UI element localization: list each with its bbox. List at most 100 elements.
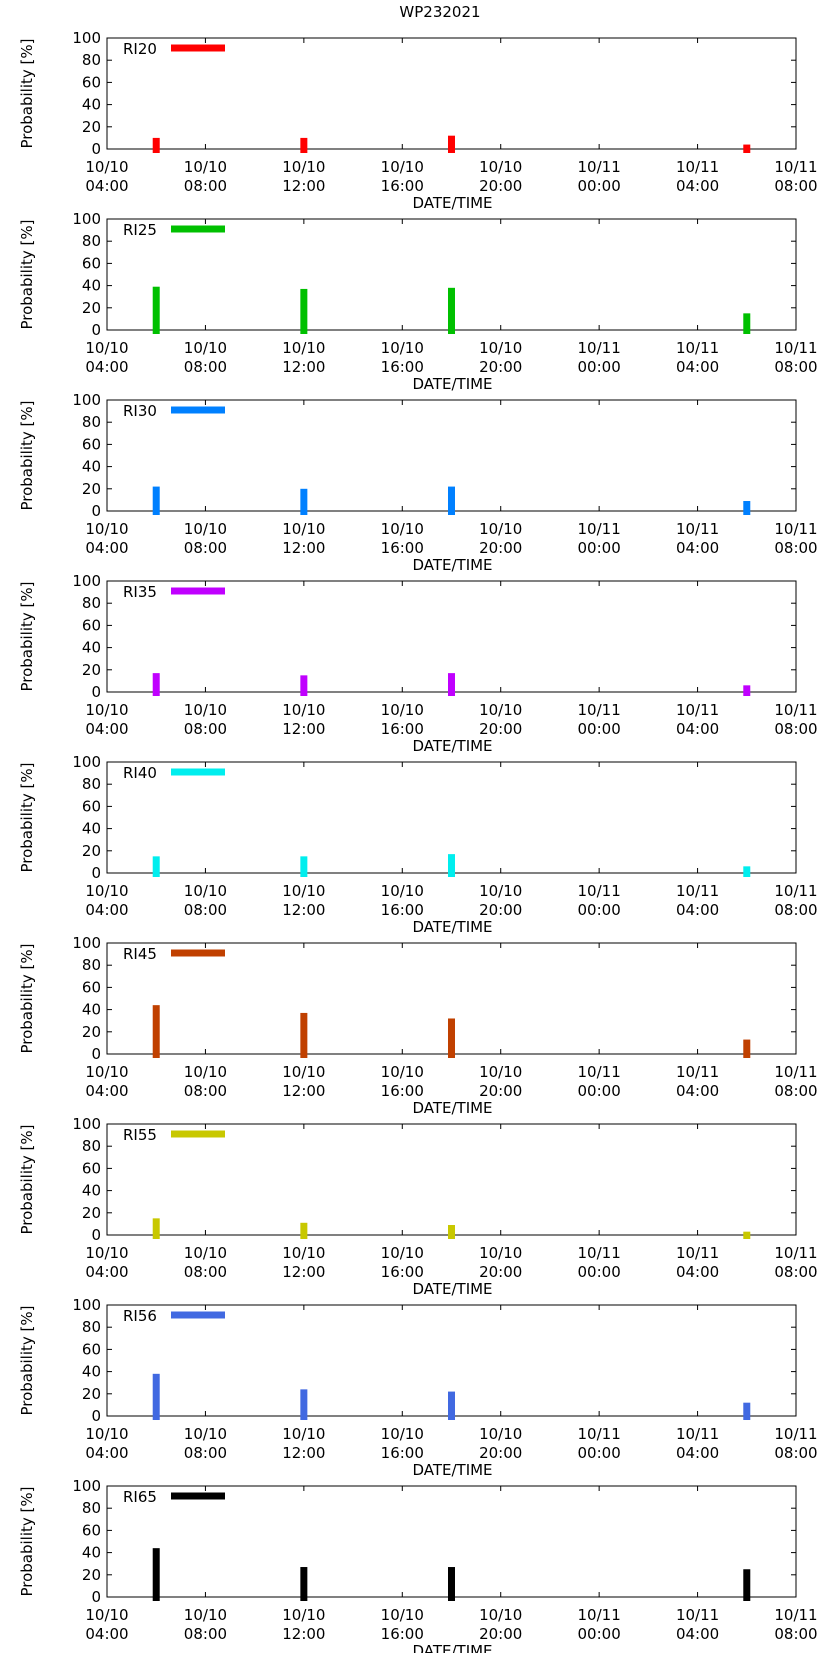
y-tick-label: 20 (82, 118, 101, 136)
x-tick-date: 10/11 (676, 158, 719, 176)
x-tick-date: 10/11 (578, 1606, 621, 1624)
bar-ri45-3 (743, 1039, 751, 1058)
y-tick-label: 100 (72, 391, 101, 409)
x-tick-time: 04:00 (676, 1444, 719, 1462)
x-tick-date: 10/10 (184, 158, 227, 176)
y-tick-label: 80 (82, 232, 101, 250)
y-tick-label: 60 (82, 797, 101, 815)
y-axis-label: Probability [%] (18, 581, 36, 691)
y-tick-label: 20 (82, 480, 101, 498)
x-tick-date: 10/10 (479, 158, 522, 176)
bar-ri45-1 (300, 1012, 308, 1058)
plot-frame (106, 37, 797, 150)
x-axis-label: DATE/TIME (412, 1642, 492, 1653)
y-tick-label: 20 (82, 1204, 101, 1222)
y-axis-label: Probability [%] (18, 1305, 36, 1415)
x-axis-label: DATE/TIME (412, 194, 492, 212)
x-tick-date: 10/11 (774, 1063, 817, 1081)
y-tick-label: 60 (82, 254, 101, 272)
y-tick-label: 40 (82, 458, 101, 476)
x-tick-time: 20:00 (479, 539, 522, 557)
panel-ri35: 02040608010010/1004:0010/1008:0010/1012:… (18, 572, 818, 755)
x-tick-time: 16:00 (381, 539, 424, 557)
y-tick-label: 20 (82, 299, 101, 317)
y-tick-label: 40 (82, 277, 101, 295)
legend-label: RI30 (123, 402, 157, 420)
x-tick-time: 08:00 (184, 1263, 227, 1281)
panel-ri20: 02040608010010/1004:0010/1008:0010/1012:… (18, 29, 818, 212)
x-tick-time: 08:00 (774, 901, 817, 919)
legend-label: RI56 (123, 1307, 157, 1325)
x-tick-date: 10/10 (381, 1425, 424, 1443)
x-tick-time: 20:00 (479, 177, 522, 195)
x-tick-date: 10/11 (676, 882, 719, 900)
y-tick-label: 100 (72, 1115, 101, 1133)
bar-ri35-2 (448, 673, 455, 696)
panel-ri55: 02040608010010/1004:0010/1008:0010/1012:… (18, 1115, 818, 1298)
x-tick-time: 04:00 (676, 539, 719, 557)
x-tick-date: 10/10 (381, 1606, 424, 1624)
y-tick-label: 20 (82, 842, 101, 860)
y-tick-label: 80 (82, 413, 101, 431)
bar-ri55-0 (152, 1218, 160, 1239)
bar-ri56-0 (152, 1373, 160, 1420)
x-tick-date: 10/10 (479, 520, 522, 538)
x-tick-time: 20:00 (479, 720, 522, 738)
y-tick-label: 20 (82, 661, 101, 679)
x-tick-time: 00:00 (578, 901, 621, 919)
y-tick-label: 0 (91, 1226, 101, 1244)
x-tick-time: 04:00 (85, 1444, 128, 1462)
x-tick-time: 08:00 (184, 177, 227, 195)
bar-ri45-2 (448, 1018, 455, 1058)
x-tick-time: 12:00 (282, 1082, 325, 1100)
x-tick-date: 10/10 (282, 701, 325, 719)
x-tick-date: 10/11 (578, 158, 621, 176)
x-axis-label: DATE/TIME (412, 1099, 492, 1117)
x-tick-time: 16:00 (381, 901, 424, 919)
x-tick-date: 10/10 (479, 1063, 522, 1081)
x-tick-time: 04:00 (676, 177, 719, 195)
bar-ri35-3 (743, 685, 751, 696)
bar-ri40-1 (300, 856, 308, 877)
x-tick-date: 10/10 (184, 520, 227, 538)
x-tick-date: 10/10 (381, 520, 424, 538)
y-axis-label: Probability [%] (18, 219, 36, 329)
bar-ri30-3 (743, 501, 751, 515)
y-tick-label: 60 (82, 1159, 101, 1177)
y-tick-label: 60 (82, 616, 101, 634)
y-tick-label: 0 (91, 1045, 101, 1063)
x-tick-date: 10/11 (578, 1425, 621, 1443)
x-tick-date: 10/10 (479, 701, 522, 719)
bar-ri25-2 (448, 287, 455, 334)
x-tick-date: 10/10 (184, 1606, 227, 1624)
x-tick-date: 10/11 (676, 701, 719, 719)
y-tick-label: 80 (82, 956, 101, 974)
bar-ri55-2 (448, 1225, 455, 1239)
x-tick-date: 10/11 (774, 520, 817, 538)
legend-label: RI25 (123, 221, 157, 239)
x-tick-date: 10/10 (184, 1425, 227, 1443)
x-tick-date: 10/10 (282, 520, 325, 538)
x-tick-time: 08:00 (774, 539, 817, 557)
x-tick-time: 04:00 (85, 720, 128, 738)
panel-ri45: 02040608010010/1004:0010/1008:0010/1012:… (18, 934, 818, 1117)
x-tick-date: 10/11 (774, 339, 817, 357)
x-tick-time: 08:00 (774, 1444, 817, 1462)
x-tick-time: 00:00 (578, 1625, 621, 1643)
bar-ri56-2 (448, 1391, 455, 1420)
y-tick-label: 80 (82, 775, 101, 793)
bar-ri40-2 (448, 854, 455, 877)
x-tick-date: 10/10 (381, 1063, 424, 1081)
y-tick-label: 40 (82, 1363, 101, 1381)
x-tick-date: 10/10 (85, 1606, 128, 1624)
x-tick-date: 10/11 (774, 1425, 817, 1443)
x-tick-date: 10/11 (676, 1063, 719, 1081)
x-tick-time: 08:00 (184, 720, 227, 738)
x-tick-time: 08:00 (774, 358, 817, 376)
x-tick-time: 12:00 (282, 177, 325, 195)
bar-ri20-1 (300, 137, 308, 153)
y-tick-label: 20 (82, 1566, 101, 1584)
bar-ri30-0 (152, 486, 160, 515)
bar-ri20-0 (152, 137, 160, 153)
